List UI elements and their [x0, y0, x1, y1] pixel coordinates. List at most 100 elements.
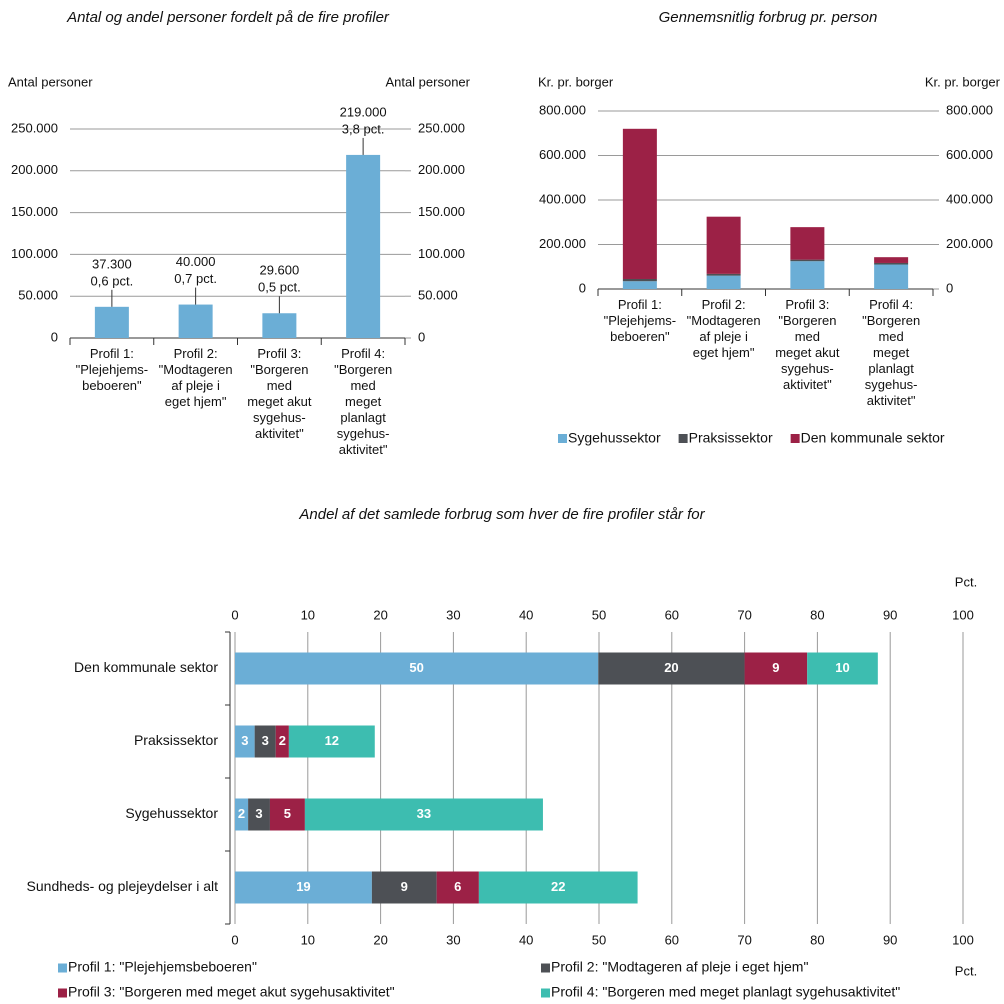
y-tick-label: 250.000	[11, 120, 58, 135]
legend-label: Profil 2: "Modtageren af pleje i eget hj…	[551, 959, 808, 975]
x-tick-line: med	[350, 378, 375, 393]
data-label: 37.300	[92, 256, 132, 271]
bar-segment	[790, 261, 825, 289]
chart-title: Gennemsnitlig forbrug pr. person	[659, 9, 878, 26]
x-tick-line: planlagt	[340, 410, 386, 425]
y-tick-label: Den kommunale sektor	[74, 659, 218, 675]
legend-label: Profil 1: "Plejehjemsbeboeren"	[68, 959, 257, 975]
x-tick-label: 90	[883, 607, 897, 622]
x-tick-line: "Borgeren	[250, 362, 308, 377]
x-tick-label: 0	[231, 607, 238, 622]
x-tick-line: beboeren"	[82, 378, 142, 393]
legend-label: Profil 4: "Borgeren med meget planlagt s…	[551, 984, 900, 1000]
legend-swatch	[541, 963, 550, 973]
annotation: 0,6 pct.	[91, 273, 134, 288]
x-tick-line: sygehus-	[337, 426, 390, 441]
y-tick-label: 0	[579, 280, 586, 295]
bar-segment	[874, 264, 909, 289]
y2-tick-label: 200.000	[946, 236, 993, 251]
x-tick-line: meget	[873, 345, 910, 360]
x-tick-line: aktivitet"	[867, 393, 916, 408]
x-tick-label-bottom: 80	[810, 932, 824, 947]
x-tick-line: "Plejehjems-	[76, 362, 149, 377]
y-tick-label: Praksissektor	[134, 732, 218, 748]
bar-segment	[235, 798, 249, 831]
bar-segment	[874, 257, 909, 263]
x-tick-line: af pleje i	[699, 329, 748, 344]
bar	[346, 154, 381, 338]
x-tick-label-bottom: 10	[301, 932, 315, 947]
x2-axis-label: Pct.	[955, 963, 977, 978]
x-tick-line: "Modtageren	[687, 313, 761, 328]
annotation: 0,7 pct.	[174, 271, 217, 286]
data-label: 12	[325, 733, 339, 748]
x-tick-label: Profil 1: "Plejehjems-beboeren"	[604, 297, 677, 344]
chart-title: Antal og andel personer fordelt på de fi…	[66, 9, 390, 26]
x-tick-line: "Borgeren	[334, 362, 392, 377]
data-label: 2	[279, 733, 286, 748]
x-tick-line: Profil 4:	[341, 346, 385, 361]
bar-segment	[371, 871, 437, 904]
x-tick-label: 40	[519, 607, 533, 622]
y2-axis-label: Antal personer	[385, 74, 470, 89]
x-tick-line: meget	[345, 394, 382, 409]
x-tick-label: Profil 4: "Borgeren med meget planlagt sygehu…	[334, 346, 392, 457]
data-label: 33	[417, 806, 431, 821]
bar-segment	[622, 278, 657, 282]
data-label: 22	[551, 879, 565, 894]
data-label: 19	[296, 879, 310, 894]
bar-segment	[598, 652, 745, 685]
bar-segment	[235, 871, 372, 904]
y-tick-label: 200.000	[539, 236, 586, 251]
bar-segment	[235, 725, 255, 758]
legend-swatch	[541, 988, 550, 998]
x-tick-label: 10	[301, 607, 315, 622]
bar-segment	[807, 652, 878, 685]
legend-label: Sygehussektor	[568, 430, 661, 446]
x-tick-label-bottom: 0	[231, 932, 238, 947]
bar	[94, 306, 129, 338]
x-tick-label: 70	[737, 607, 751, 622]
bar	[262, 313, 297, 338]
x-tick-line: Profil 3:	[257, 346, 301, 361]
data-label: 29.600	[259, 263, 299, 278]
legend-label: Praksissektor	[689, 430, 773, 446]
bar-segment	[790, 259, 825, 262]
data-label: 3	[255, 806, 262, 821]
x-tick-label-bottom: 70	[737, 932, 751, 947]
legend-swatch	[58, 988, 67, 998]
y-tick-label: 100.000	[11, 246, 58, 261]
bar-segment	[622, 128, 657, 279]
x-tick-line: Profil 4:	[869, 297, 913, 312]
x-tick-label-bottom: 20	[373, 932, 387, 947]
bar-segment	[235, 652, 599, 685]
bar-segment	[874, 262, 909, 265]
y2-tick-label: 0	[946, 280, 953, 295]
x-tick-line: "Borgeren	[862, 313, 920, 328]
x-tick-line: meget akut	[775, 345, 840, 360]
bar-segment	[706, 275, 741, 289]
bar-segment	[744, 652, 808, 685]
y-tick-label: 200.000	[11, 162, 58, 177]
y2-tick-label: 0	[418, 329, 425, 344]
bar-segment	[622, 281, 657, 289]
annotation: 3,8 pct.	[342, 121, 385, 136]
x-tick-line: Profil 2:	[702, 297, 746, 312]
bar-segment	[275, 725, 289, 758]
y-tick-label: Sundheds- og plejeydelser i alt	[27, 878, 219, 894]
y-axis-label: Antal personer	[8, 74, 93, 89]
y-tick-label: 50.000	[18, 288, 58, 303]
x-tick-label: Profil 1: "Plejehjems-beboeren"	[76, 346, 149, 393]
x-tick-line: med	[795, 329, 820, 344]
x-tick-line: sygehus-	[865, 377, 918, 392]
x-tick-line: eget hjem"	[693, 345, 755, 360]
y2-tick-label: 50.000	[418, 288, 458, 303]
legend-swatch	[678, 434, 688, 443]
x-axis-label: Pct.	[955, 574, 977, 589]
x-tick-line: "Borgeren	[778, 313, 836, 328]
y-tick-label: 800.000	[539, 102, 586, 117]
y2-tick-label: 250.000	[418, 120, 465, 135]
y2-tick-label: 200.000	[418, 162, 465, 177]
y-tick-label: 150.000	[11, 204, 58, 219]
